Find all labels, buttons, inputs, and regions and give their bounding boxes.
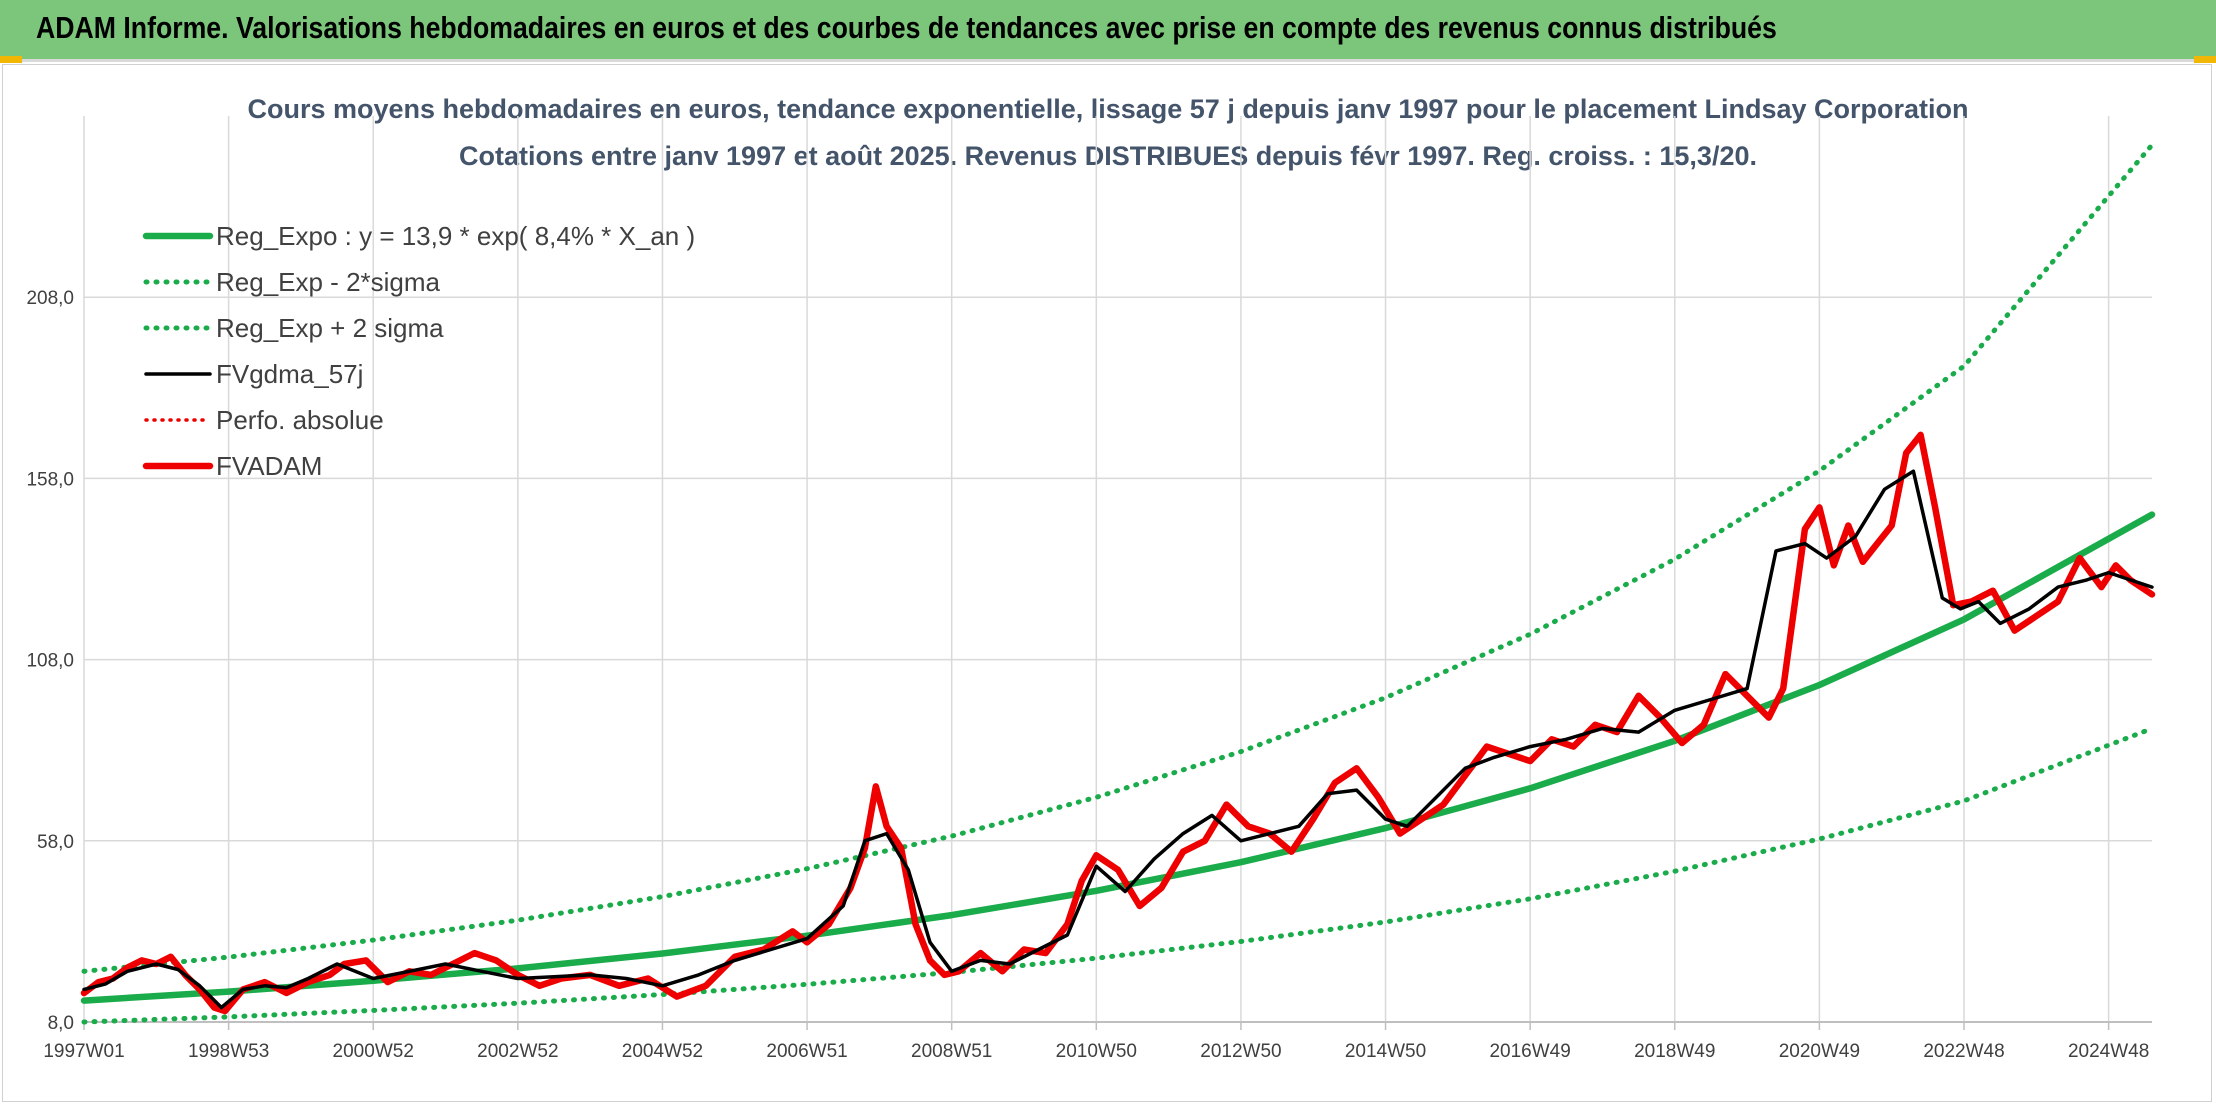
header-banner: ADAM Informe. Valorisations hebdomadaire…	[0, 0, 2216, 62]
axis-layer: 8,0 58,0 108,0 158,0 208,0 1997W01 1998W53 2000…	[26, 288, 2152, 1062]
x-tick-label: 2020W49	[1779, 1041, 1860, 1062]
series-line-0	[80, 511, 2156, 1004]
x-tick-label: 1997W01	[43, 1041, 124, 1062]
chart-area	[2, 64, 2212, 1102]
x-tick-label: 2014W50	[1345, 1041, 1426, 1062]
y-tick-label: 108,0	[26, 651, 74, 672]
legend-label-1: Reg_Exp - 2*sigma	[216, 267, 441, 297]
y-tick-label: 8,0	[48, 1013, 74, 1034]
x-tick-label: 2022W48	[1923, 1041, 2004, 1062]
y-tick-label: 208,0	[26, 288, 74, 309]
series-layer	[80, 142, 2156, 1025]
series-line-2	[81, 142, 2155, 974]
x-tick-label: 2000W52	[333, 1041, 414, 1062]
chart-subtitle: Cotations entre janv 1997 et août 2025. …	[459, 141, 1757, 171]
x-tick-label: 2024W48	[2068, 1041, 2149, 1062]
legend-label-3: FVgdma_57j	[216, 359, 363, 389]
corner-mark-left	[0, 56, 22, 63]
corner-mark-right	[2194, 56, 2216, 63]
x-tick-label: 2016W49	[1489, 1041, 1570, 1062]
legend-label-4: Perfo. absolue	[216, 405, 384, 435]
series-line-5	[80, 431, 2156, 1015]
chart-title: Cours moyens hebdomadaires en euros, ten…	[247, 94, 1968, 124]
legend-label-2: Reg_Exp + 2 sigma	[216, 313, 444, 343]
x-tick-label: 2010W50	[1056, 1041, 1137, 1062]
page-title: ADAM Informe. Valorisations hebdomadaire…	[36, 10, 1777, 45]
x-tick-label: 1998W53	[188, 1041, 269, 1062]
series-line-1	[81, 726, 2155, 1025]
x-tick-label: 2004W52	[622, 1041, 703, 1062]
series-line-3	[82, 469, 2154, 1010]
x-tick-label: 2012W50	[1200, 1041, 1281, 1062]
legend: Reg_Expo : y = 13,9 * exp( 8,4% * X_an )…	[142, 221, 695, 481]
y-tick-label: 58,0	[37, 832, 74, 853]
grid-layer	[83, 116, 2152, 1023]
x-tick-label: 2018W49	[1634, 1041, 1715, 1062]
legend-label-0: Reg_Expo : y = 13,9 * exp( 8,4% * X_an )	[216, 221, 695, 251]
legend-label-5: FVADAM	[216, 451, 322, 481]
x-tick-label: 2008W51	[911, 1041, 992, 1062]
x-tick-label: 2002W52	[477, 1041, 558, 1062]
x-tick-label: 2006W51	[766, 1041, 847, 1062]
y-tick-label: 158,0	[26, 469, 74, 490]
